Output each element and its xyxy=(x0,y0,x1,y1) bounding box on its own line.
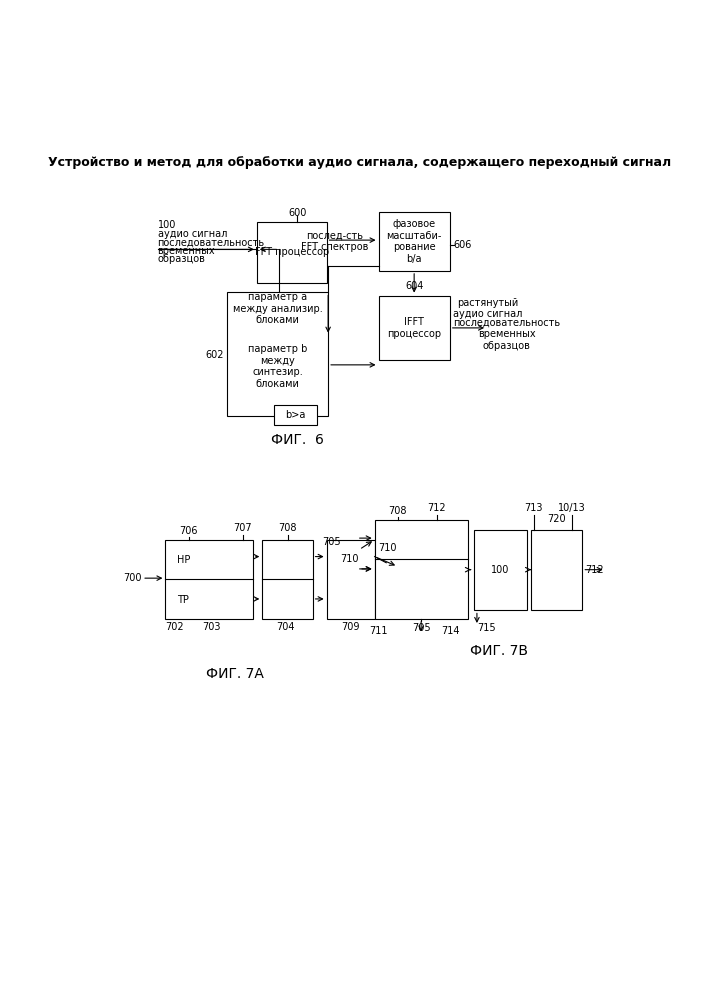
Text: HP: HP xyxy=(177,555,191,565)
Text: растянутый
аудио сигнал: растянутый аудио сигнал xyxy=(453,298,522,319)
Text: 602: 602 xyxy=(205,350,224,360)
Text: параметр b
между
синтезир.
блоками: параметр b между синтезир. блоками xyxy=(248,344,307,389)
Text: 710: 710 xyxy=(341,554,359,564)
Bar xyxy=(474,530,527,610)
Text: последовательность: последовательность xyxy=(157,237,265,247)
Bar xyxy=(262,540,313,619)
Text: Устройство и метод для обработки аудио сигнала, содержащего переходный сигнал: Устройство и метод для обработки аудио с… xyxy=(49,156,671,169)
Text: 100: 100 xyxy=(491,565,510,575)
Text: 600: 600 xyxy=(288,208,307,218)
Text: 705: 705 xyxy=(322,537,340,547)
Text: 712: 712 xyxy=(586,565,604,575)
Text: TP: TP xyxy=(177,595,189,605)
Text: фазовое
масштаби-
рование
b/a: фазовое масштаби- рование b/a xyxy=(387,219,442,264)
Text: 10/13: 10/13 xyxy=(558,503,586,513)
Bar xyxy=(375,520,467,619)
Text: 702: 702 xyxy=(165,622,184,632)
Bar xyxy=(274,405,317,425)
Bar xyxy=(378,296,450,360)
Text: параметр а
между анализир.
блоками: параметр а между анализир. блоками xyxy=(233,292,323,325)
Text: ФИГ. 7В: ФИГ. 7В xyxy=(470,644,528,658)
Text: 704: 704 xyxy=(276,622,295,632)
Text: 709: 709 xyxy=(342,622,360,632)
Text: 705: 705 xyxy=(412,623,430,633)
Text: 707: 707 xyxy=(233,523,252,533)
Text: 714: 714 xyxy=(441,626,460,636)
Text: 708: 708 xyxy=(278,523,297,533)
Text: 703: 703 xyxy=(202,622,221,632)
Text: IFFT
процессор: IFFT процессор xyxy=(387,317,441,339)
Bar xyxy=(327,540,375,619)
Bar xyxy=(257,222,327,283)
Text: образцов: образцов xyxy=(157,254,205,264)
Text: последовательность
временных
образцов: последовательность временных образцов xyxy=(453,317,560,351)
Text: послед-сть
FFT спектров: послед-сть FFT спектров xyxy=(301,231,368,252)
Text: 700: 700 xyxy=(124,573,142,583)
Text: 710: 710 xyxy=(378,543,397,553)
Text: 606: 606 xyxy=(453,240,472,250)
Text: 708: 708 xyxy=(389,506,407,516)
Text: ФИГ.  6: ФИГ. 6 xyxy=(271,433,323,447)
Bar xyxy=(227,292,328,416)
Text: 100: 100 xyxy=(157,220,176,230)
Text: 715: 715 xyxy=(477,623,496,633)
Text: b>a: b>a xyxy=(285,410,306,420)
Text: FFT процессор: FFT процессор xyxy=(254,247,329,257)
Text: аудио сигнал: аудио сигнал xyxy=(157,229,227,239)
Text: 720: 720 xyxy=(548,514,566,524)
Text: 706: 706 xyxy=(179,526,198,536)
Text: ФИГ. 7А: ФИГ. 7А xyxy=(206,667,264,681)
Text: 711: 711 xyxy=(369,626,388,636)
Bar xyxy=(531,530,582,610)
Text: 713: 713 xyxy=(524,503,543,513)
Bar xyxy=(165,540,253,619)
Text: временных: временных xyxy=(157,246,215,256)
Text: 604: 604 xyxy=(405,281,423,291)
Bar xyxy=(378,212,450,271)
Text: 712: 712 xyxy=(427,503,446,513)
